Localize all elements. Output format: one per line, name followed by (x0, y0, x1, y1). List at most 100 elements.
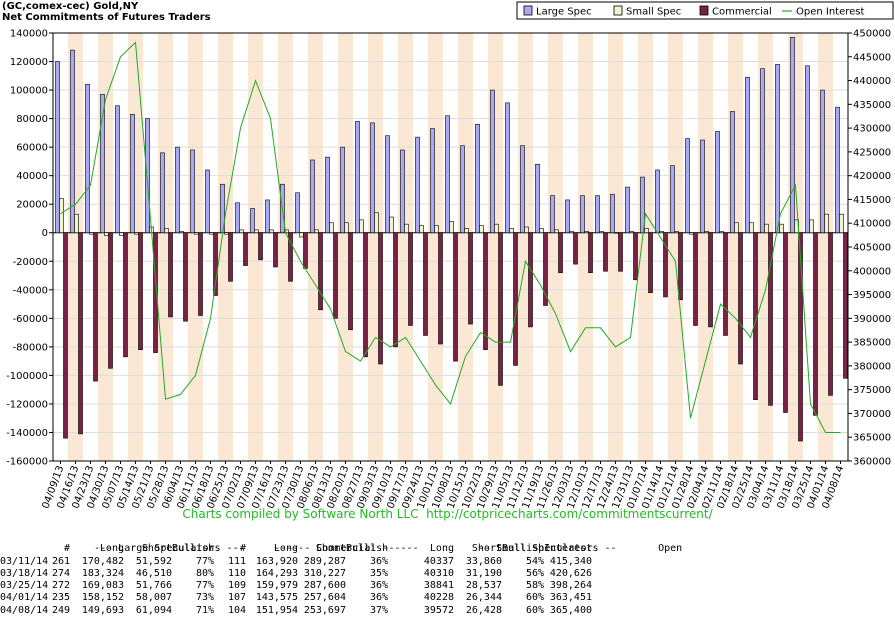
left-tick-label: -100000 (6, 371, 48, 382)
table-row: 04/01/14 235 158,152 58,007 73% 107 143,575 257… (0, 592, 694, 604)
right-tick-label: 425000 (853, 147, 891, 158)
small-spec-bar (644, 228, 649, 234)
table-cell: 289,287 (303, 555, 346, 567)
band (218, 33, 233, 461)
band (188, 33, 203, 461)
table-cell: 159,979 (255, 580, 298, 592)
band (308, 33, 323, 461)
col-header: Interest (544, 543, 593, 555)
commercial-bar (708, 232, 713, 328)
small-spec-bar (464, 228, 469, 234)
table-cell: 111 (227, 555, 246, 567)
large-spec-bar (805, 65, 810, 234)
large-spec-bar (235, 202, 240, 234)
small-spec-bar (689, 232, 694, 235)
large-spec-bar (760, 68, 765, 234)
table-cell: 36% (369, 592, 388, 604)
table-cell: 253,697 (303, 604, 346, 616)
large-spec-bar (670, 165, 675, 234)
small-spec-bar (299, 232, 304, 238)
commercial-bar (348, 232, 353, 331)
large-spec-bar (580, 195, 585, 234)
large-spec-bar (490, 89, 495, 234)
table-cell: 287,600 (303, 580, 346, 592)
table-cell: 77% (195, 555, 214, 567)
band (458, 33, 473, 461)
small-spec-bar (839, 213, 844, 234)
small-spec-bar (74, 213, 79, 234)
table-cell: 38841 (423, 580, 454, 592)
table-cell: 31,190 (465, 567, 502, 579)
commercial-bar (498, 232, 503, 386)
commercial-bar (333, 232, 338, 319)
table-cell: 420,626 (549, 567, 592, 579)
table-cell: 54% (525, 555, 544, 567)
small-spec-bar (359, 219, 364, 234)
legend-swatch (613, 5, 623, 16)
table-cell: 26,344 (465, 592, 502, 604)
large-spec-bar (340, 146, 345, 234)
commercial-bar (783, 232, 788, 413)
table-cell: 35% (369, 567, 388, 579)
table-cell: 39572 (423, 604, 454, 616)
small-spec-bar (404, 223, 409, 234)
commercial-bar (633, 232, 638, 281)
small-spec-bar (89, 232, 94, 235)
row-date: 03/11/14 (0, 555, 49, 567)
left-tick-label: -40000 (13, 285, 48, 296)
table-cell: 310,227 (303, 567, 346, 579)
table-cell: 36% (369, 580, 388, 592)
large-spec-bar (190, 149, 195, 234)
row-date: 03/25/14 (0, 580, 49, 592)
table-cell: 40228 (423, 592, 454, 604)
small-spec-bar (254, 229, 259, 234)
right-tick-label: 360000 (853, 457, 891, 468)
commercial-bar (153, 232, 158, 353)
credit-line: Charts compiled by Software North LLC ht… (182, 507, 713, 521)
legend-swatch (523, 5, 533, 16)
col-header: # (239, 543, 246, 555)
table-cell: 40337 (423, 555, 454, 567)
small-spec-bar (419, 225, 424, 234)
small-spec-bar (344, 222, 349, 234)
commercial-bar (393, 232, 398, 348)
small-spec-bar (659, 231, 664, 234)
table-cell: 77% (195, 580, 214, 592)
commercial-bar (438, 232, 443, 345)
small-spec-bar (434, 225, 439, 234)
table-cell: 149,693 (81, 604, 124, 616)
table-row: 04/08/14 249 149,693 61,094 71% 104 151,954 253… (0, 605, 694, 617)
small-spec-bar (719, 231, 724, 234)
small-spec-bar (119, 232, 124, 236)
chart-title: (GC,comex-cec) Gold,NY (2, 1, 139, 12)
large-spec-bar (730, 111, 735, 234)
bar-series (55, 36, 848, 442)
col-header: Long (273, 543, 298, 555)
left-tick-label: 140000 (10, 29, 48, 40)
col-header: Bullish (172, 543, 215, 555)
col-header: Bullish (502, 543, 545, 555)
large-spec-bar (310, 159, 315, 234)
group-open: Open (658, 543, 683, 555)
table-cell: 257,604 (303, 592, 346, 604)
right-tick-label: 415000 (853, 195, 891, 206)
table-cell: 80% (195, 567, 214, 579)
large-spec-bar (370, 122, 375, 234)
commercial-bar (408, 232, 413, 326)
commercial-bar (273, 232, 278, 268)
commercial-bar (693, 232, 698, 326)
band (548, 33, 563, 461)
col-header: Short (141, 543, 172, 555)
table-cell: 51,766 (135, 580, 172, 592)
table-column-header: # Long ShortBullish # Long ShortBullish Long Sh… (0, 543, 694, 555)
right-tick-label: 450000 (853, 29, 891, 40)
table-cell: 170,482 (81, 555, 124, 567)
commercial-bar (78, 232, 83, 435)
band (578, 33, 593, 461)
table-cell: 51,592 (135, 555, 172, 567)
table-cell: 36% (369, 555, 388, 567)
small-spec-bar (239, 229, 244, 234)
large-spec-bar (475, 124, 480, 234)
band (518, 33, 533, 461)
commercial-bar (738, 232, 743, 365)
